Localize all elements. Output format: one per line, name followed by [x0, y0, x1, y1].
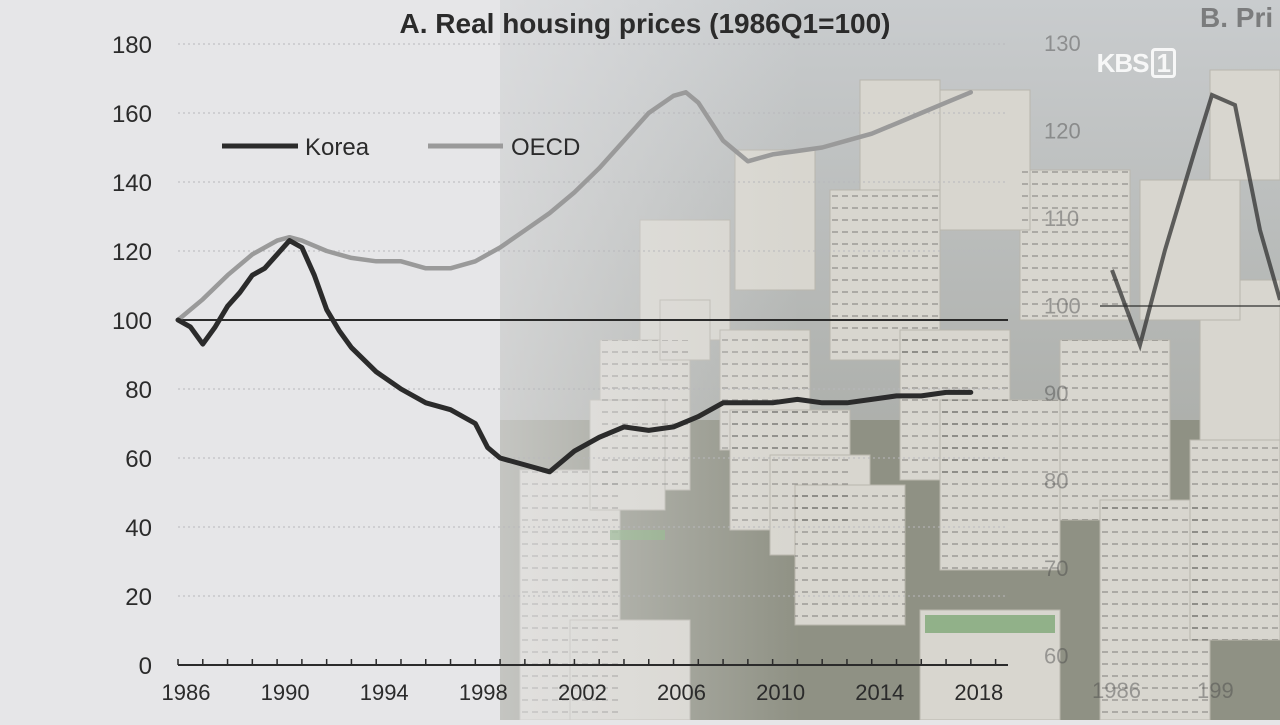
panel-b-y-tick-label: 80: [1044, 469, 1068, 494]
x-tick-label: 2002: [558, 680, 607, 705]
y-tick-label: 80: [125, 377, 152, 404]
series-line-korea: [175, 238, 974, 475]
series-line-oecd: [175, 90, 974, 323]
panel-b-y-tick-label: 90: [1044, 381, 1068, 406]
panel-b-y-tick-label: 70: [1044, 556, 1068, 581]
panel-b-y-tick-label: 130: [1044, 31, 1081, 56]
legend-label-oecd: OECD: [511, 134, 580, 161]
x-tick-label: 2006: [657, 680, 706, 705]
x-tick-label: 2014: [855, 680, 904, 705]
panel-b-title: B. Pri: [1200, 2, 1273, 33]
panel-b-x-tick-label: 1986: [1092, 678, 1141, 703]
x-tick-label: 1994: [360, 680, 409, 705]
panel-b-series-line: [1110, 92, 1280, 352]
series-lines: [175, 90, 974, 475]
x-tick-label: 1998: [459, 680, 508, 705]
panel-b-y-tick-label: 110: [1044, 206, 1079, 231]
y-tick-label: 140: [112, 170, 152, 197]
y-tick-label: 160: [112, 101, 152, 128]
y-tick-label: 120: [112, 239, 152, 266]
legend: Korea OECD: [222, 134, 580, 161]
y-tick-label: 180: [112, 32, 152, 59]
y-tick-label: 60: [125, 446, 152, 473]
panel-b-y-tick-label: 120: [1044, 119, 1081, 144]
panel-b-y-tick-label: 100: [1044, 294, 1081, 319]
x-tick-label: 2010: [756, 680, 805, 705]
y-tick-label: 20: [125, 584, 152, 611]
x-tick-label: 1986: [162, 680, 211, 705]
panel-b-x-tick-label: 199: [1197, 678, 1234, 703]
y-tick-label: 0: [139, 653, 152, 680]
y-tick-label: 100: [112, 308, 152, 335]
panel-b: B. Pri 130 120 110 100 90 80 70 60 1986 199: [1044, 2, 1280, 703]
gridlines: [178, 43, 1008, 597]
x-axis: 1986 1990 1994 1998 2002 2006 2010 2014 2018: [162, 659, 1008, 705]
y-tick-label: 40: [125, 515, 152, 542]
y-axis: 0 20 40 60 80 100 120 140 160 180: [112, 32, 152, 680]
legend-label-korea: Korea: [305, 134, 370, 161]
broadcaster-watermark: KBS 1: [1097, 48, 1176, 79]
x-tick-label: 1990: [261, 680, 310, 705]
panel-b-y-tick-label: 60: [1044, 644, 1068, 669]
x-tick-label: 2018: [954, 680, 1003, 705]
chart-title: A. Real housing prices (1986Q1=100): [400, 8, 891, 39]
